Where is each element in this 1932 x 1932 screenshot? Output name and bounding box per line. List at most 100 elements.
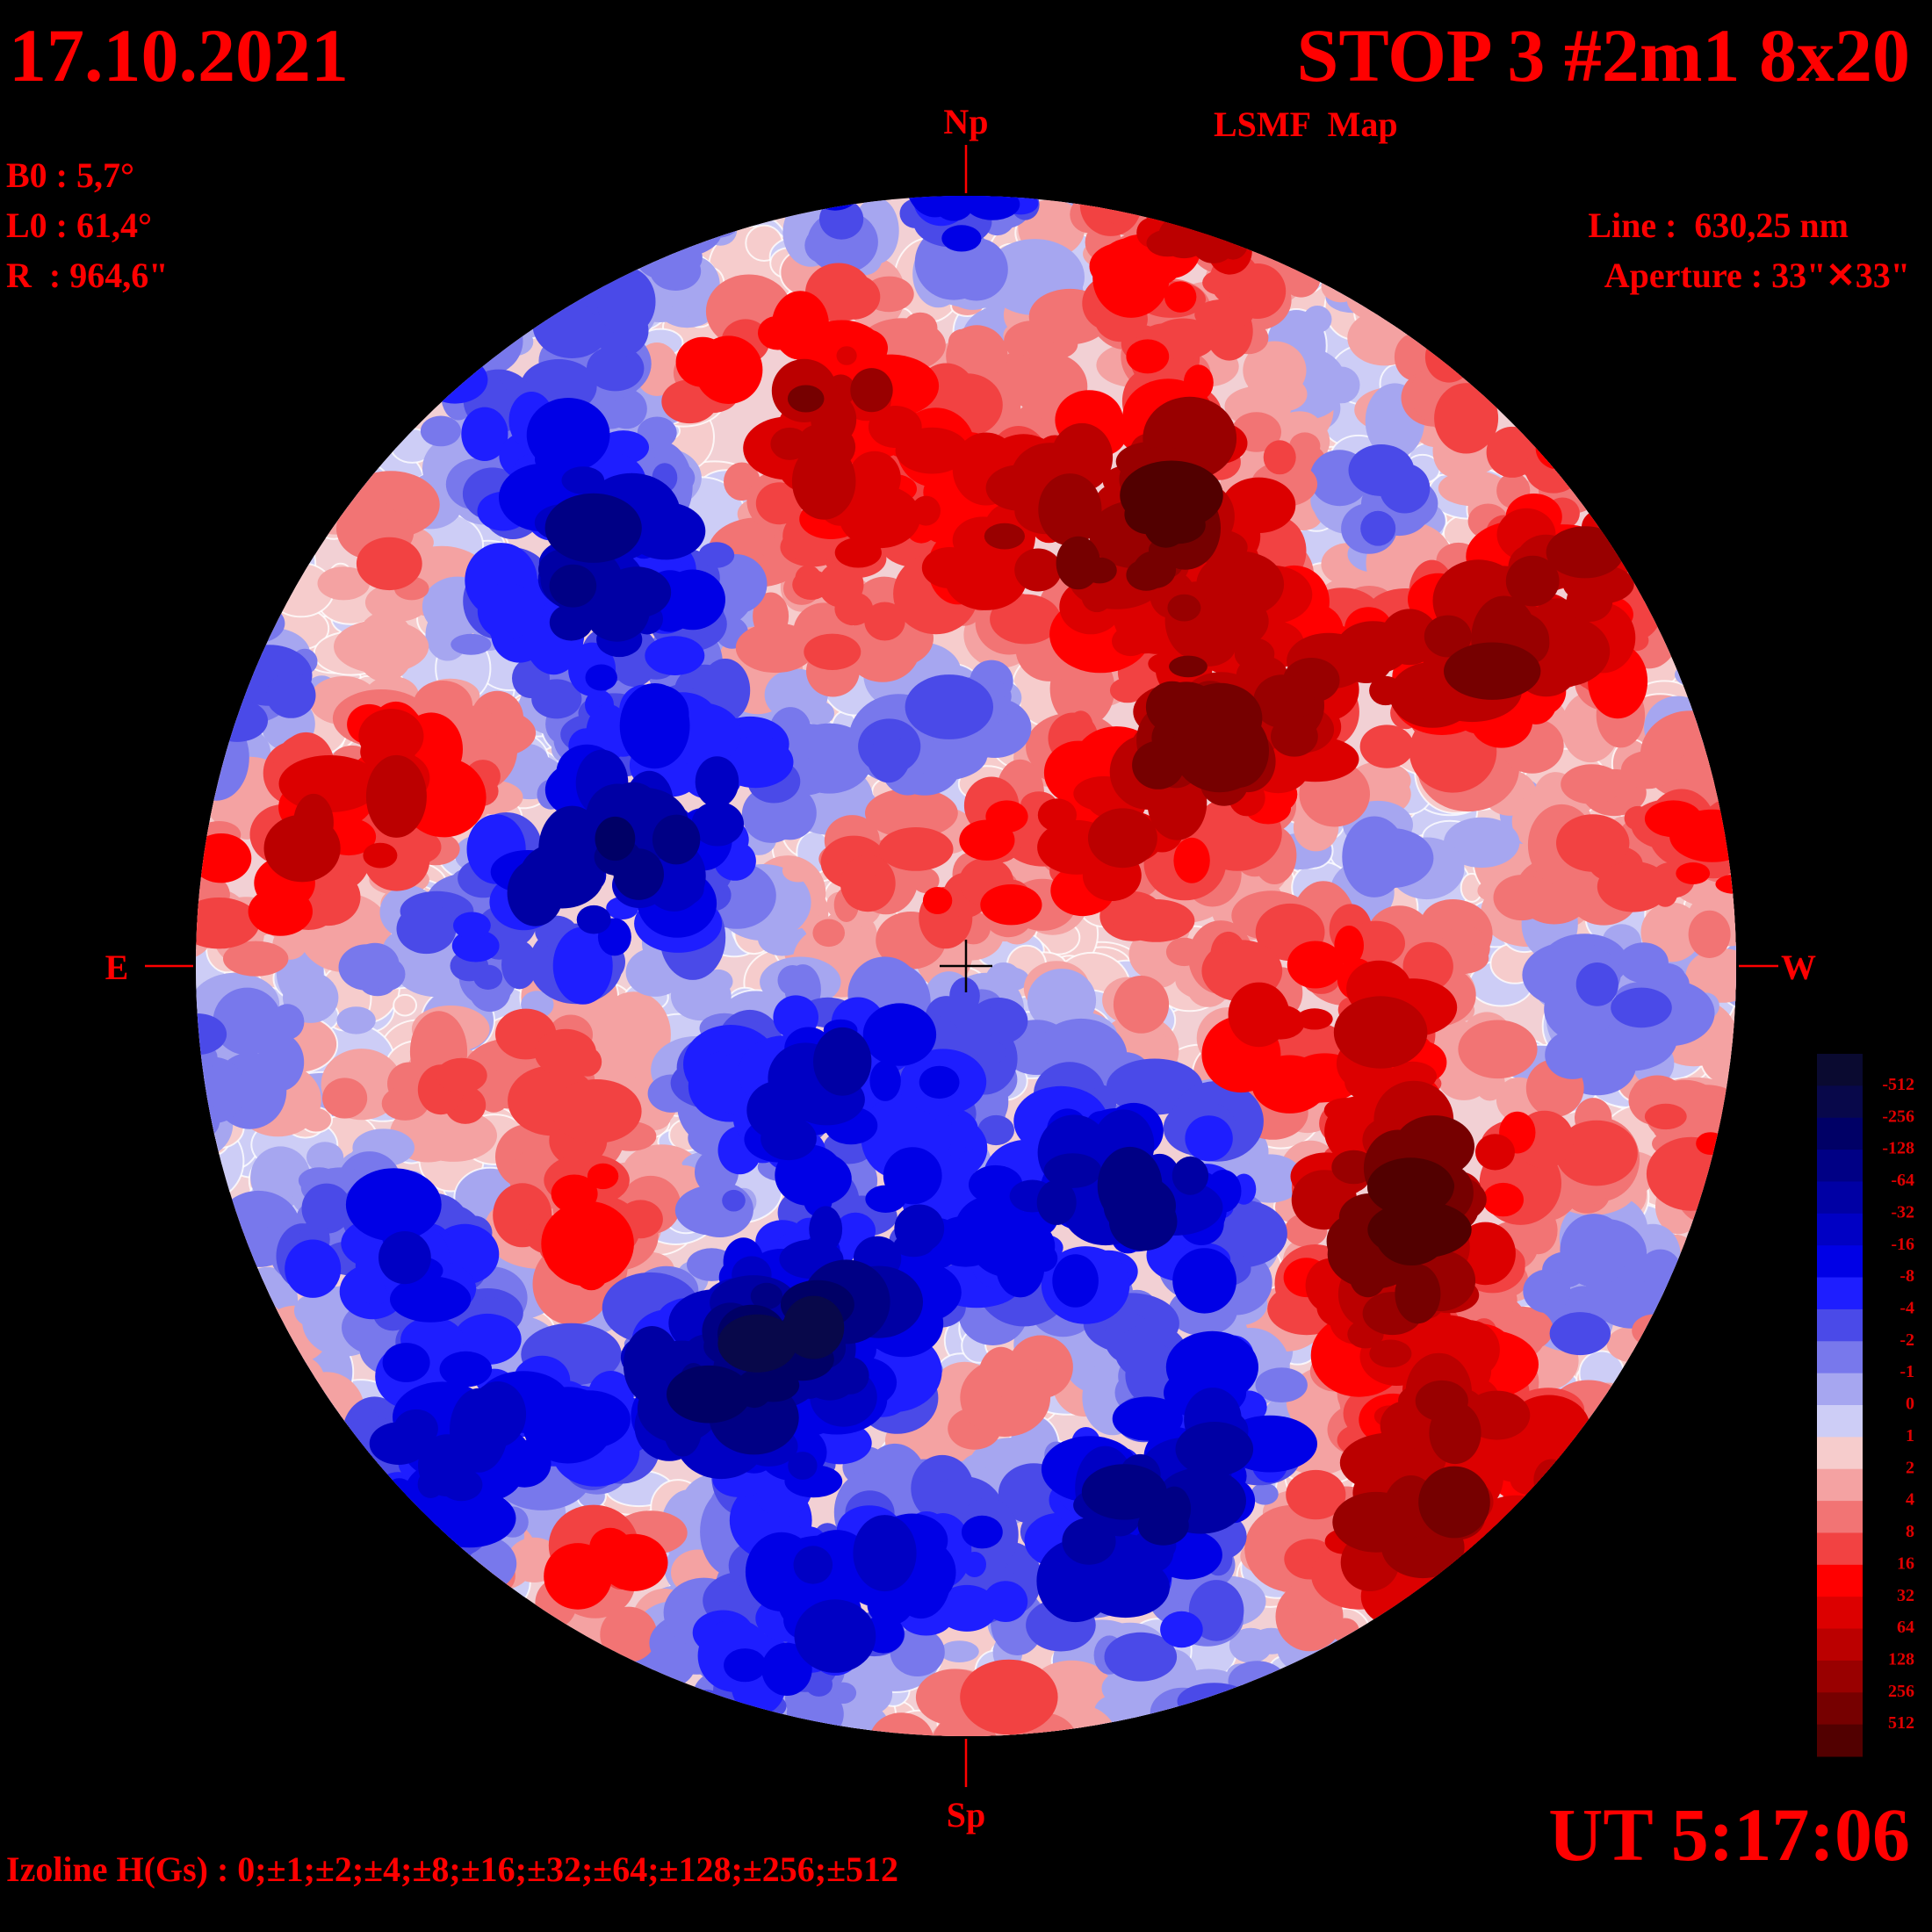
field-blob: [440, 1468, 483, 1502]
field-blob: [382, 1343, 430, 1382]
field-blob: [652, 814, 701, 865]
field-blob: [1566, 580, 1613, 623]
field-blob: [912, 868, 940, 893]
colorbar-band: [1817, 1532, 1863, 1566]
field-blob: [223, 941, 289, 977]
title: STOP 3 #2m1 8x20: [1297, 13, 1910, 97]
field-blob: [1251, 1482, 1279, 1505]
field-blob: [977, 1041, 1006, 1064]
field-blob: [1618, 942, 1669, 984]
direction-label: E: [105, 948, 129, 987]
field-blob: [1185, 1115, 1233, 1162]
field-blob: [1087, 808, 1157, 869]
field-blob: [793, 1546, 833, 1584]
field-blob: [1493, 875, 1551, 921]
field-blob: [698, 542, 735, 568]
field-blob: [1036, 1179, 1077, 1225]
field-blob: [1112, 1396, 1183, 1441]
field-blob: [1560, 1214, 1628, 1287]
parameter: R : 964,6": [6, 256, 168, 295]
field-blob: [722, 1189, 746, 1212]
instrument-info: Line : 630,25 nm: [1588, 205, 1849, 245]
field-blob: [1186, 721, 1233, 782]
colorbar-band: [1817, 1341, 1863, 1374]
field-blob: [1259, 790, 1291, 818]
field-blob: [1549, 1312, 1611, 1356]
field-blob: [453, 912, 491, 940]
field-blob: [967, 1726, 998, 1736]
field-blob: [1052, 1254, 1099, 1308]
field-blob: [1113, 976, 1170, 1034]
field-blob: [439, 1351, 493, 1388]
field-blob: [1014, 548, 1062, 592]
field-blob: [980, 883, 1042, 926]
field-blob: [551, 1079, 642, 1143]
field-blob: [1333, 996, 1428, 1069]
field-blob: [436, 1057, 487, 1093]
field-blob: [993, 1222, 1049, 1269]
field-blob: [1676, 862, 1711, 884]
field-blob: [959, 819, 1015, 861]
field-blob: [306, 1142, 344, 1173]
colorbar-label: -32: [1891, 1202, 1914, 1222]
field-blob: [1644, 1103, 1687, 1130]
field-blob: [1108, 1192, 1178, 1251]
field-blob: [365, 754, 427, 838]
field-blob: [1409, 1169, 1455, 1203]
field-blob: [257, 1034, 305, 1092]
field-blob: [317, 566, 371, 601]
field-blob: [940, 1640, 979, 1662]
colorbar-band: [1817, 1468, 1863, 1502]
field-blob: [1171, 1156, 1209, 1195]
field-blob: [322, 1078, 368, 1119]
field-blob: [1172, 1248, 1236, 1314]
field-blob: [1482, 1182, 1524, 1217]
field-blob: [595, 816, 636, 861]
field-blob: [1164, 281, 1197, 313]
colorbar-label: 128: [1888, 1650, 1914, 1669]
field-blob: [1286, 1469, 1346, 1520]
field-map: [196, 196, 1736, 1736]
field-blob: [1369, 675, 1402, 706]
field-blob: [573, 1047, 602, 1077]
field-blob: [984, 523, 1025, 550]
colorbar-label: -1: [1900, 1362, 1914, 1381]
date: 17.10.2021: [9, 13, 349, 97]
field-blob: [544, 493, 642, 563]
field-blob: [549, 564, 597, 608]
field-blob: [356, 537, 422, 591]
colorbar-label: 512: [1888, 1713, 1914, 1733]
field-blob: [921, 547, 978, 588]
field-blob: [585, 664, 617, 691]
field-blob: [250, 1012, 278, 1039]
field-blob: [782, 1295, 845, 1359]
field-blob: [1173, 837, 1210, 883]
field-blob: [507, 859, 564, 926]
field-blob: [990, 594, 1061, 645]
field-blob: [1289, 432, 1321, 460]
colorbar-label: -2: [1900, 1330, 1914, 1350]
field-blob: [535, 446, 566, 473]
field-blob: [266, 672, 316, 718]
field-blob: [1188, 1580, 1244, 1641]
field-blob: [695, 335, 763, 405]
field-blob: [834, 592, 874, 626]
field-blob: [1112, 891, 1154, 941]
colorbar-band: [1817, 1437, 1863, 1470]
field-blob: [1160, 1611, 1203, 1648]
field-blob: [962, 1515, 1003, 1549]
field-blob: [1190, 593, 1269, 650]
field-blob: [477, 582, 537, 640]
field-blob: [862, 1003, 937, 1066]
field-blob: [1167, 594, 1201, 622]
field-blob: [813, 1027, 872, 1096]
colorbar-band: [1817, 1117, 1863, 1150]
colorbar-band: [1817, 1213, 1863, 1246]
field-blob: [746, 1368, 800, 1402]
colorbar-label: -4: [1900, 1299, 1914, 1318]
field-blob: [1360, 510, 1396, 546]
colorbar-label: 0: [1906, 1395, 1914, 1414]
field-blob: [393, 993, 418, 1017]
field-blob: [1104, 1632, 1178, 1682]
